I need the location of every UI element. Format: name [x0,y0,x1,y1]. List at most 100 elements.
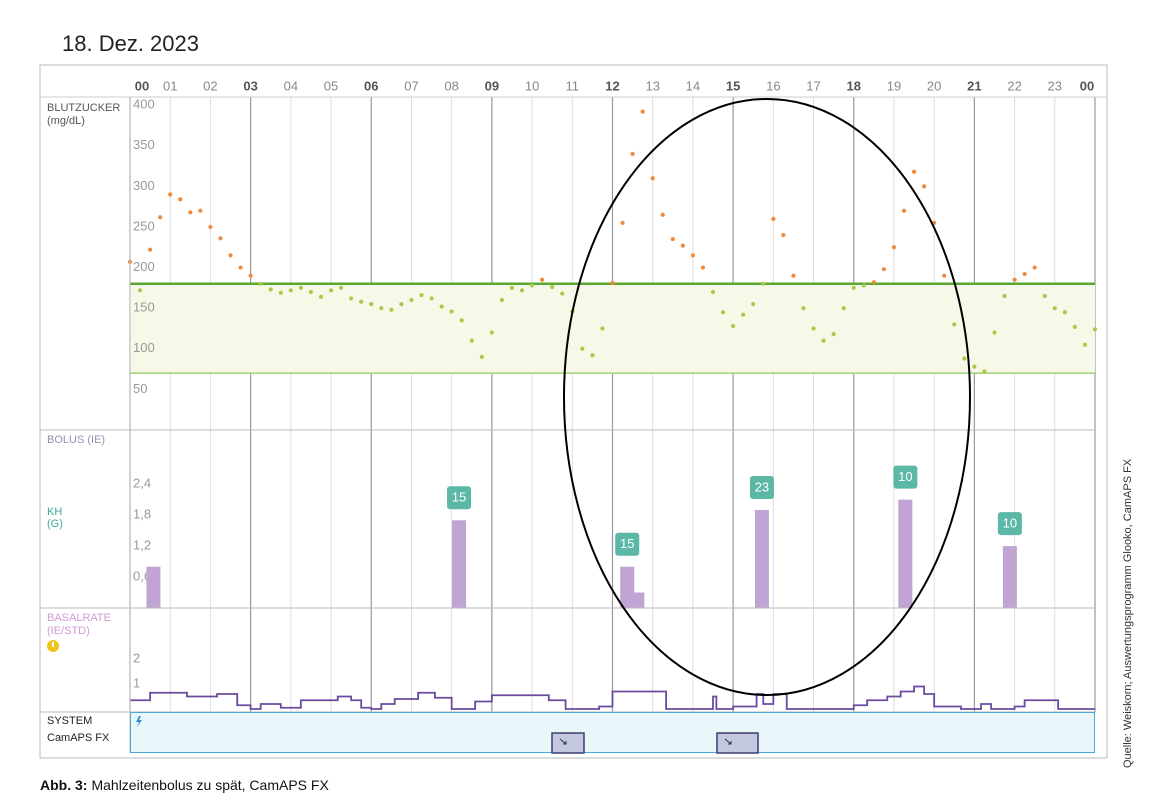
glucose-dot [178,197,183,202]
glucose-dot [771,216,776,221]
hour-label: 19 [887,78,901,93]
hour-label: 21 [967,78,981,93]
hour-label: 20 [927,78,941,93]
mode-arrow [559,738,567,745]
carbs-title: KH [47,506,62,518]
glucose-dot [640,109,645,114]
hour-label: 16 [766,78,780,93]
glucose-dot [509,285,515,290]
mode-arrow [724,738,732,745]
glucose-dot [1022,271,1027,277]
hour-label: 06 [364,78,378,93]
bolus-bar [1002,546,1017,608]
glucose-dot [449,309,454,314]
glucose-dot [208,224,213,230]
y-tick-label: 100 [133,340,155,355]
glucose-dot [399,302,404,307]
hour-label: 08 [444,78,458,93]
glucose-dot [962,356,967,361]
system-title: SYSTEM [47,715,92,727]
caption-label: Abb. 3: [40,777,87,793]
hour-label: 07 [404,78,418,93]
hour-label: 14 [686,78,700,93]
glucose-dot [529,283,535,288]
glucose-dot [298,285,303,290]
glucose-dot [489,330,494,335]
glucose-dot [288,288,293,293]
glucose-dot [761,281,766,286]
date-title: 18. Dez. 2023 [62,31,199,56]
glucose-unit: (mg/dL) [47,115,85,127]
hour-label: 02 [203,78,217,93]
glucose-dot [781,232,786,238]
glucose-dot [228,253,233,258]
glucose-dot [248,273,253,278]
glucose-dot [922,184,927,189]
glucose-dot [600,326,605,331]
glucose-dot [328,288,334,293]
y-tick-label: 250 [133,218,155,233]
glucose-dot [218,236,223,241]
carbs-label: 10 [898,469,912,484]
background-layer [129,97,1096,712]
hour-label: 09 [485,78,499,93]
hour-label: 23 [1048,78,1062,93]
glucose-dot [278,290,283,295]
glucose-dot [942,273,947,278]
glucose-dot [148,247,153,252]
carbs-label: 15 [620,536,634,551]
glucose-dot [409,297,414,303]
glucose-dot [680,243,685,248]
bolus-bar [452,520,467,608]
glucose-dot [1052,306,1057,311]
basal-line [130,685,1095,710]
glucose-dot [1012,277,1017,282]
glucose-dot [751,302,756,307]
glucose-dot [650,176,655,181]
glucose-dot [1072,324,1077,329]
y-tick-label: 400 [133,97,155,112]
glucose-dot [911,169,917,174]
source: Quelle: Weiskorn; Auswertungsprogramm Gl… [1122,458,1134,768]
glucose-dot [419,293,424,298]
carbs-label: 23 [755,479,769,494]
glucose-dot [469,338,474,343]
glucose-dot [1002,293,1007,299]
glucose-dot [550,284,555,290]
carbs-badge [447,486,472,510]
hour-label: 17 [806,78,820,93]
glucose-dot [540,277,545,282]
y-tick-label: 2,4 [133,476,151,491]
glucose-dot [188,210,193,215]
glucose-dot [660,212,665,217]
glucose-dot [700,265,706,270]
glucose-dot [710,289,716,295]
glucose-dot [741,312,746,317]
bolus-bar [754,509,769,608]
glucose-dot [841,306,846,311]
glucose-dot [439,304,444,309]
target-range [130,283,1095,374]
glucose-dot [630,151,635,156]
glucose-dot [168,192,173,197]
frame [39,64,1108,759]
hour-label: 18 [847,78,861,93]
y-tick-label: 1,8 [133,507,151,522]
glucose-dot [429,296,434,301]
glucose-dot [881,267,887,272]
glucose-dot [791,273,796,278]
glucose-dot [459,318,464,323]
glucose-dot [972,364,977,369]
glucose-dot [610,280,615,286]
glucose-dot [389,307,394,312]
glucose-dot [982,369,987,374]
glucose-dot [720,310,726,315]
glucose-dot [952,322,957,327]
glucose-dot [349,296,354,301]
glucose-dot [801,306,806,311]
hour-label: 13 [645,78,659,93]
carbs-label: 10 [1003,516,1017,531]
y-tick-label: 50 [133,381,147,396]
glucose-dot [338,285,344,290]
warning-mark [52,642,54,647]
